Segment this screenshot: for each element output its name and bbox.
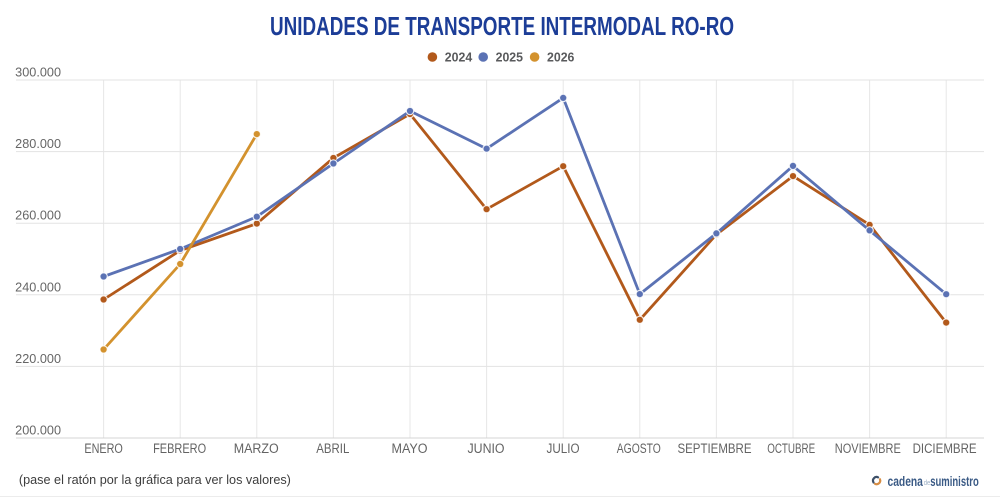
svg-text:300.000: 300.000 xyxy=(15,66,61,80)
svg-text:de: de xyxy=(924,478,931,487)
svg-text:SEPTIEMBRE: SEPTIEMBRE xyxy=(678,441,752,456)
svg-text:220.000: 220.000 xyxy=(15,352,61,366)
svg-text:MAYO: MAYO xyxy=(392,441,428,456)
svg-text:(pase el ratón por la gráfica: (pase el ratón por la gráfica para ver l… xyxy=(19,473,291,487)
svg-text:2024: 2024 xyxy=(445,50,473,65)
svg-text:cadena: cadena xyxy=(888,474,924,489)
svg-text:NOVIEMBRE: NOVIEMBRE xyxy=(835,441,901,456)
svg-text:ENERO: ENERO xyxy=(84,441,123,456)
svg-text:JULIO: JULIO xyxy=(547,441,580,456)
svg-text:ABRIL: ABRIL xyxy=(316,441,349,456)
svg-text:260.000: 260.000 xyxy=(15,209,61,223)
svg-text:240.000: 240.000 xyxy=(15,280,61,294)
svg-text:AGOSTO: AGOSTO xyxy=(617,441,661,456)
svg-text:FEBRERO: FEBRERO xyxy=(153,441,206,456)
svg-text:OCTUBRE: OCTUBRE xyxy=(767,441,815,456)
svg-text:suministro: suministro xyxy=(930,474,979,489)
svg-text:2026: 2026 xyxy=(547,50,574,65)
svg-text:MARZO: MARZO xyxy=(234,441,279,456)
svg-text:280.000: 280.000 xyxy=(15,137,61,151)
svg-text:200.000: 200.000 xyxy=(15,424,61,438)
svg-text:UNIDADES DE TRANSPORTE INTERMO: UNIDADES DE TRANSPORTE INTERMODAL RO-RO xyxy=(270,13,734,41)
svg-text:DICIEMBRE: DICIEMBRE xyxy=(913,441,977,456)
svg-text:2025: 2025 xyxy=(496,50,523,65)
svg-text:JUNIO: JUNIO xyxy=(468,441,505,456)
